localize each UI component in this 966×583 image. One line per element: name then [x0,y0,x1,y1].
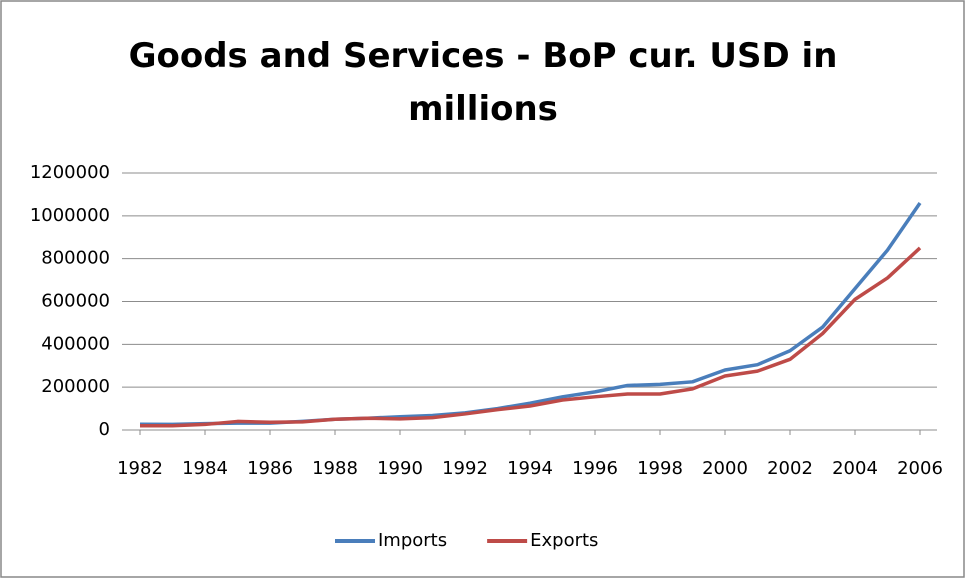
x-tick-label: 1984 [182,458,228,479]
x-tick-label: 1992 [442,458,488,479]
x-tick-label: 1990 [377,458,423,479]
x-tick-label: 2000 [702,458,748,479]
y-tick-label: 800000 [41,248,110,269]
y-tick-label: 400000 [41,333,110,354]
x-tick-label: 1982 [117,458,163,479]
y-tick-label: 600000 [41,291,110,312]
y-tick-label: 1200000 [30,162,110,183]
x-tick-label: 2004 [832,458,878,479]
x-tick-label: 1988 [312,458,358,479]
x-tick-label: 1986 [247,458,293,479]
y-tick-label: 200000 [41,376,110,397]
chart-title: Goods and Services - BoP cur. USD in mil… [128,36,838,129]
x-tick-label: 2006 [897,458,943,479]
title-box: Goods and Services - BoP cur. USD in mil… [128,36,838,129]
y-tick-label: 0 [99,419,110,440]
legend-label: Exports [530,530,598,551]
x-tick-label: 1996 [572,458,618,479]
legend-label: Imports [378,530,447,551]
y-tick-label: 1000000 [30,205,110,226]
x-tick-label: 1994 [507,458,553,479]
x-tick-label: 2002 [767,458,813,479]
x-tick-label: 1998 [637,458,683,479]
data-line [140,246,922,428]
